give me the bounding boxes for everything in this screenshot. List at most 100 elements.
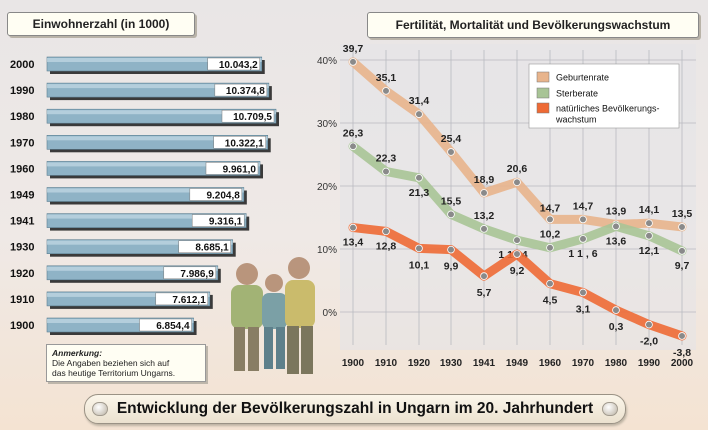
- data-point: [382, 167, 390, 176]
- data-point: [447, 210, 455, 219]
- bar-highlight: [47, 162, 260, 167]
- data-point: [447, 245, 455, 254]
- data-point: [645, 320, 653, 329]
- bar-highlight: [47, 292, 210, 297]
- bar-highlight: [47, 188, 244, 193]
- data-point: [579, 215, 587, 224]
- bar-value-label: 10.374,8: [226, 86, 265, 97]
- bar-row-1920: 1920 7.986,9: [10, 265, 221, 283]
- bar-value-label: 9.961,0: [223, 164, 257, 175]
- x-tick-label: 1949: [506, 358, 529, 369]
- people-illustration: [231, 257, 315, 374]
- data-point: [513, 250, 521, 258]
- bar-row-1980: 1980 10.709,5: [10, 108, 279, 127]
- y-tick-label: 20%: [317, 182, 337, 193]
- bar-year-label: 1949: [10, 190, 34, 202]
- bar-highlight: [47, 136, 268, 141]
- note-heading: Anmerkung:: [52, 348, 103, 358]
- data-label: 10,2: [540, 229, 561, 241]
- bar-year-label: 2000: [10, 59, 34, 71]
- bar-highlight: [47, 214, 247, 219]
- data-point: [415, 174, 423, 182]
- y-tick-label: 40%: [317, 56, 337, 67]
- x-tick-label: 1960: [539, 358, 562, 369]
- bar-year-label: 1980: [10, 111, 34, 123]
- bar-highlight: [47, 110, 276, 115]
- bar-value-label: 10.043,2: [219, 60, 258, 71]
- bar-year-label: 1970: [10, 137, 34, 149]
- data-label: 5,7: [477, 287, 492, 299]
- bar-highlight: [47, 84, 269, 89]
- data-point: [579, 288, 587, 297]
- data-point: [447, 148, 455, 156]
- bar-row-1941: 1941 9.316,1: [10, 213, 250, 231]
- bar-year-label: 1910: [10, 294, 34, 306]
- data-label: 18,9: [474, 174, 495, 186]
- x-tick-label: 2000: [671, 358, 694, 369]
- bar-highlight: [47, 319, 194, 323]
- data-label: 13,4: [343, 237, 364, 249]
- data-label: 25,4: [441, 133, 462, 145]
- data-point: [415, 110, 423, 118]
- data-label: 31,4: [409, 95, 430, 107]
- data-label: 9,2: [510, 265, 525, 277]
- bar-value-label: 6.854,4: [156, 321, 190, 332]
- data-point: [349, 223, 357, 232]
- bar-value-label: 9.316,1: [209, 217, 243, 228]
- banner-ornament-left: [92, 402, 108, 416]
- bar-row-1970: 1970 10.322,1: [10, 135, 271, 153]
- data-label: 14,7: [573, 200, 594, 212]
- banner-ornament-right: [602, 402, 618, 416]
- x-tick-label: 1910: [375, 358, 398, 369]
- legend-label: Geburtenrate: [556, 73, 609, 83]
- data-point: [546, 279, 554, 288]
- rates-chart-title: Fertilität, Mortalität und Bevölkerungsw…: [367, 12, 699, 38]
- data-label: 39,7: [343, 43, 364, 55]
- person-left: [231, 263, 263, 371]
- bar-highlight: [47, 240, 233, 245]
- data-point: [480, 189, 488, 197]
- y-tick-label: 10%: [317, 245, 337, 256]
- data-label: 20,6: [507, 163, 528, 175]
- bar-value-box: [155, 292, 209, 306]
- x-tick-label: 1990: [638, 358, 661, 369]
- data-label: 13,9: [606, 205, 627, 217]
- data-label: 4,5: [543, 295, 558, 307]
- data-point: [480, 272, 488, 280]
- rates-line-chart: 0% 10% 20% 30% 40% 1900 1910 1920 1930 1941 1949 19…: [317, 43, 696, 369]
- data-point: [415, 244, 423, 253]
- data-label: 9,9: [444, 261, 459, 273]
- data-label: 35,1: [376, 72, 397, 84]
- bar-highlight: [47, 266, 218, 271]
- bar-value-label: 9.204,8: [206, 191, 240, 202]
- bar-row-1900: 1900 6.854,4: [10, 317, 197, 335]
- data-label: -3,8: [673, 347, 691, 359]
- bar-value-box: [191, 214, 245, 227]
- bar-value-label: 7.612,1: [172, 295, 206, 306]
- legend-swatch: [536, 87, 550, 99]
- legend-box: [528, 63, 680, 129]
- main-title-banner: Entwicklung der Bevölkerungszahl in Unga…: [84, 394, 626, 424]
- person-right: [285, 257, 315, 374]
- data-point: [678, 332, 686, 340]
- data-point: [349, 142, 357, 151]
- note-box: Anmerkung: Die Angaben beziehen sich auf…: [46, 344, 206, 382]
- bar-value-label: 10.709,5: [233, 112, 272, 123]
- bar-value-label: 7.986,9: [180, 269, 214, 280]
- data-label: 10,1: [409, 259, 430, 271]
- bar-value-label: 10.322,1: [225, 138, 264, 149]
- geburtenrate-line-group: 39,7 35,1 31,4 25,4 18,9 20,6 14,7 14,7 13,9 14,1…: [343, 43, 692, 232]
- data-label: 12,1: [639, 245, 660, 257]
- data-point: [612, 306, 620, 314]
- bar-year-label: 1900: [10, 320, 34, 332]
- data-point: [546, 243, 554, 252]
- x-tick-label: 1941: [473, 358, 496, 369]
- population-chart-title: Einwohnerzahl (in 1000): [7, 12, 195, 36]
- bar-row-1960: 1960 9.961,0: [10, 161, 263, 179]
- person-middle: [262, 274, 287, 369]
- x-tick-label: 1970: [572, 358, 595, 369]
- note-line-2: das heutige Territorium Ungarns.: [52, 368, 176, 378]
- legend-label: wachstum: [555, 115, 597, 125]
- y-tick-label: 0%: [323, 308, 338, 319]
- legend-label: Sterberate: [556, 89, 598, 99]
